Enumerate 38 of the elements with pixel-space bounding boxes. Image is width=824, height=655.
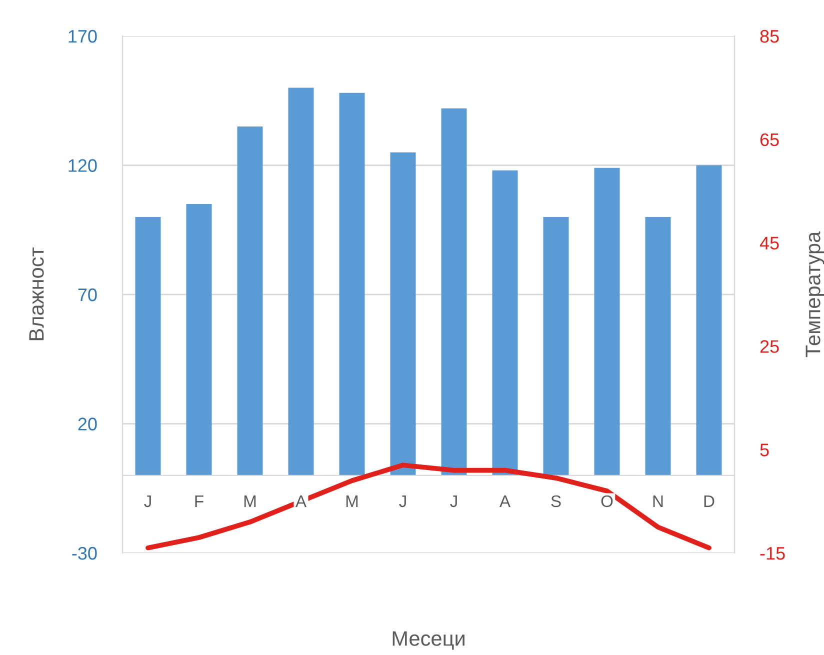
y-tick-label: -30 <box>72 546 97 560</box>
bar <box>288 88 314 476</box>
x-tick-label: J <box>399 496 406 508</box>
x-tick-label: N <box>653 496 663 507</box>
bar <box>645 216 671 476</box>
x-tick-label: S <box>551 495 561 508</box>
bar <box>186 204 212 476</box>
y-tick-label: 70 <box>78 288 97 302</box>
x-tick-label: A <box>499 496 511 507</box>
x-tick-label: J <box>450 496 457 508</box>
y2-axis-title: Температура <box>806 231 824 358</box>
bar <box>543 216 569 476</box>
x-tick-label: M <box>346 496 358 507</box>
y2-tick-label: 45 <box>760 236 779 250</box>
y-tick-label: 20 <box>78 418 97 430</box>
bar <box>390 152 416 476</box>
x-tick-label: M <box>244 496 256 507</box>
x-tick-label: J <box>144 496 151 508</box>
y2-tick-label: -15 <box>760 547 785 560</box>
x-tick-label: A <box>295 496 307 507</box>
bar <box>237 126 263 476</box>
x-tick-label: D <box>704 496 714 507</box>
x-tick-label: O <box>601 495 613 508</box>
y2-tick-label: 85 <box>760 30 779 43</box>
bar <box>441 108 467 476</box>
bar <box>594 168 620 476</box>
x-tick-label: F <box>195 496 204 507</box>
y-tick-label: 170 <box>68 30 97 43</box>
y-axis-title: Влажност <box>29 248 44 340</box>
bar <box>135 216 161 476</box>
y2-tick-label: 25 <box>760 340 779 353</box>
bar <box>339 92 365 476</box>
bar <box>492 170 518 476</box>
y2-tick-label: 65 <box>760 133 779 146</box>
bar <box>696 165 722 476</box>
y-tick-label: 120 <box>68 159 97 172</box>
y2-tick-label: 5 <box>760 444 769 456</box>
x-axis-title: Месеци <box>392 631 464 650</box>
